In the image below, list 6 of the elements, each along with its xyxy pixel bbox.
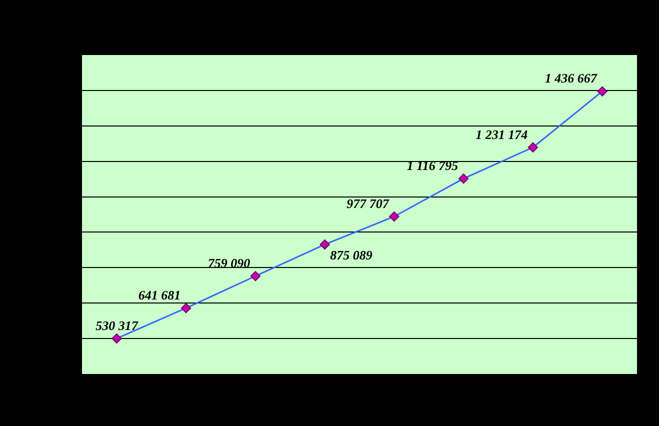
data-label: 977 707	[346, 196, 390, 211]
data-label: 530 317	[96, 318, 138, 333]
data-label: 875 089	[330, 248, 373, 263]
data-label: 1 436 667	[544, 70, 598, 86]
data-label: 1 231 174	[476, 126, 528, 142]
data-label: 641 681	[138, 287, 181, 302]
